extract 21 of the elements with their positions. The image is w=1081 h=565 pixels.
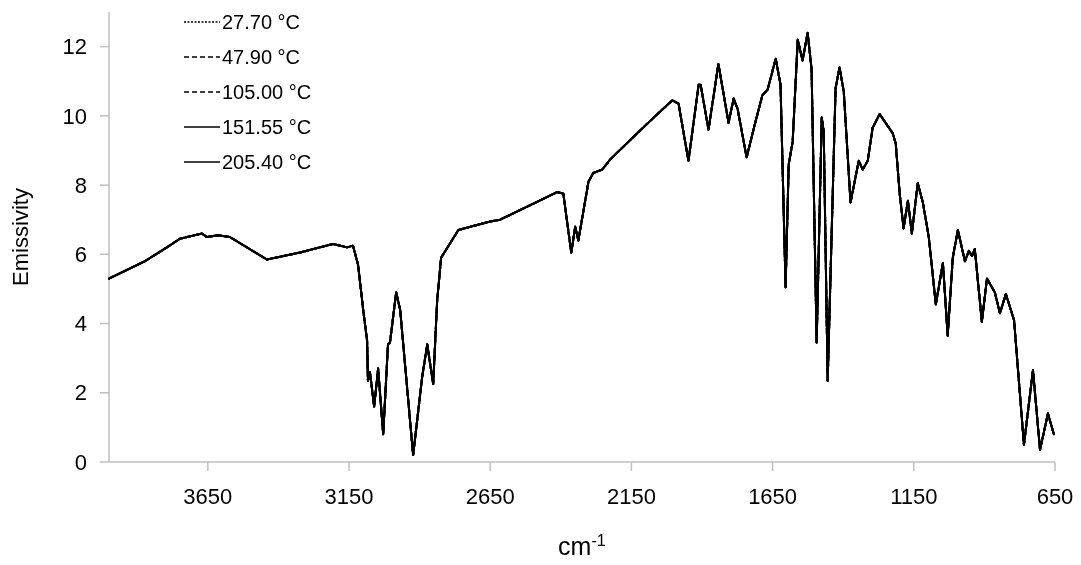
- y-tick-label: 8: [74, 172, 87, 198]
- y-tick-label: 10: [62, 103, 87, 129]
- x-tick-label: 3150: [324, 484, 374, 509]
- x-tick-label: 650: [1036, 484, 1074, 509]
- y-axis-title: Emissivity: [8, 188, 33, 286]
- x-tick-label: 1650: [748, 484, 798, 509]
- x-tick-label: 2150: [606, 484, 656, 509]
- y-tick-label: 2: [74, 380, 87, 406]
- y-tick-label: 4: [74, 311, 87, 337]
- legend-label: 151.55 °C: [222, 116, 312, 138]
- legend-label: 205.40 °C: [222, 151, 312, 173]
- legend-label: 105.00 °C: [222, 81, 312, 103]
- y-tick-label: 0: [74, 449, 87, 475]
- x-tick-label: 3650: [183, 484, 233, 509]
- x-tick-label: 2650: [465, 484, 515, 509]
- legend-label: 47.90 °C: [222, 46, 301, 68]
- y-tick-label: 12: [62, 34, 87, 60]
- legend-label: 27.70 °C: [222, 11, 301, 33]
- y-tick-label: 6: [74, 242, 87, 268]
- x-tick-label: 1150: [890, 484, 938, 509]
- x-axis-title: cm$^{-1}$: [558, 531, 606, 560]
